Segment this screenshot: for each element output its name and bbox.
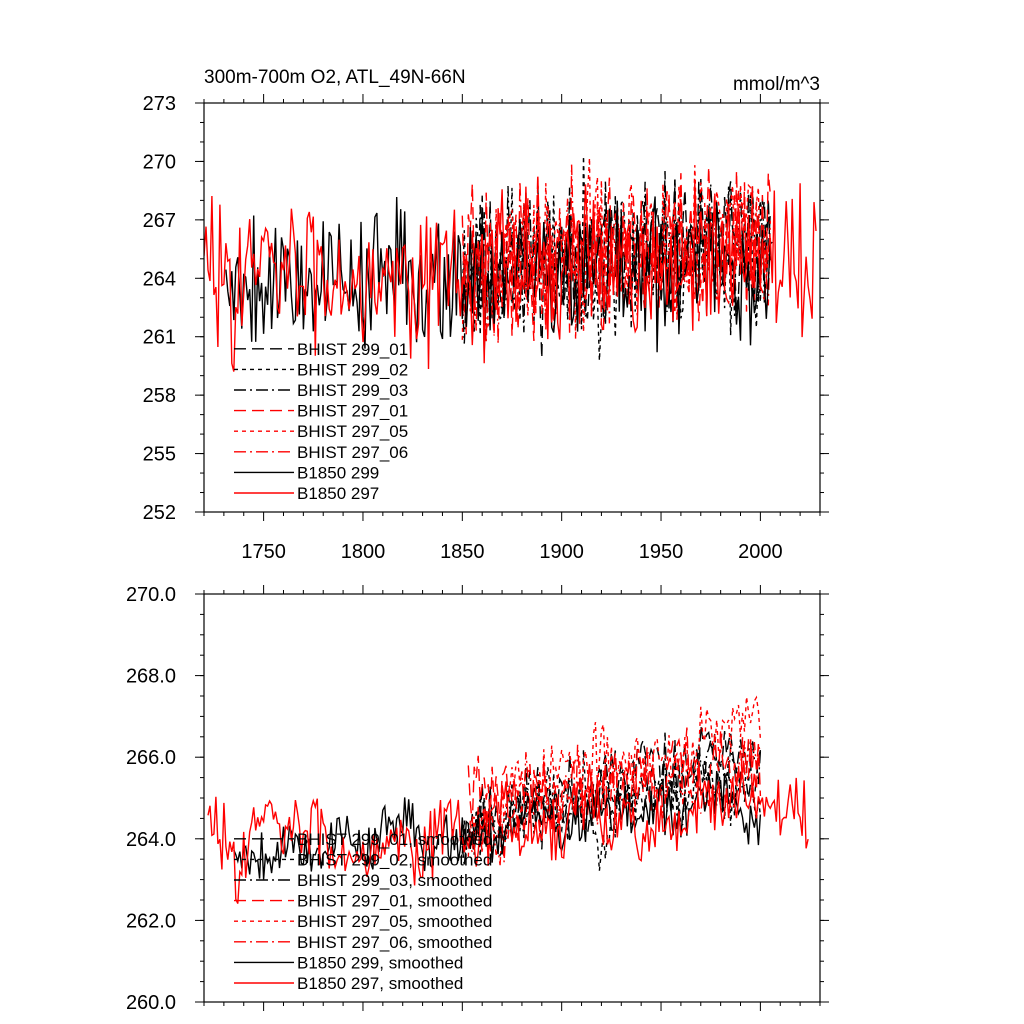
y-tick-label: 264.0 <box>126 829 176 851</box>
chart-title: 300m-700m O2, ATL_49N-66N <box>204 67 466 88</box>
y-tick-label: 268.0 <box>126 666 176 688</box>
x-tick-label: 1750 <box>241 541 286 563</box>
legend-label: BHIST 299_03 <box>297 381 408 400</box>
legend-label: B1850 299 <box>297 463 379 482</box>
panel-top: 300m-700m O2, ATL_49N-66N mmol/m^3 1750 180… <box>143 67 829 563</box>
legend-label: BHIST 299_01, smoothed <box>297 830 492 849</box>
y-tick-label: 255 <box>143 444 176 466</box>
legend-label: BHIST 299_01 <box>297 340 408 359</box>
y-tick-label: 267 <box>143 210 176 232</box>
x-tick-label: 2000 <box>738 541 783 563</box>
legend-label: BHIST 299_03, smoothed <box>297 871 492 890</box>
series-line-5 <box>467 695 762 857</box>
panel-bottom: 260.0 262.0 264.0 266.0 268.0 270.0 BHIST 299_… <box>126 584 829 1014</box>
legend-label: BHIST 297_01, smoothed <box>297 892 492 911</box>
legend-label: BHIST 299_02, smoothed <box>297 850 492 869</box>
y-tick-label: 273 <box>143 93 176 115</box>
units-label: mmol/m^3 <box>733 74 820 95</box>
y-tick-label: 266.0 <box>126 747 176 769</box>
legend-label: BHIST 299_02 <box>297 360 408 379</box>
legend-label: B1850 297 <box>297 484 379 503</box>
legend-label: B1850 297, smoothed <box>297 974 463 993</box>
legend-label: BHIST 297_05 <box>297 422 408 441</box>
y-tick-label: 260.0 <box>126 992 176 1014</box>
x-tick-label: 1850 <box>440 541 485 563</box>
series-line-8 <box>207 761 809 904</box>
legend-label: BHIST 297_01 <box>297 402 408 421</box>
y-tick-label: 252 <box>143 502 176 524</box>
legend-label: BHIST 297_05, smoothed <box>297 912 492 931</box>
y-tick-label: 264 <box>143 268 176 290</box>
legend-label: BHIST 297_06, smoothed <box>297 933 492 952</box>
y-tick-label: 258 <box>143 385 176 407</box>
series-line-8 <box>204 181 817 372</box>
y-tick-label: 261 <box>143 327 176 349</box>
y-tick-label: 262.0 <box>126 910 176 932</box>
legend-label: B1850 299, smoothed <box>297 953 463 972</box>
plot-frame <box>203 102 821 513</box>
x-tick-label: 1900 <box>539 541 584 563</box>
x-tick-label: 1950 <box>639 541 684 563</box>
series-line-4 <box>467 727 762 841</box>
x-tick-label: 1800 <box>341 541 386 563</box>
y-tick-label: 270 <box>143 151 176 173</box>
legend-label: BHIST 297_06 <box>297 443 408 462</box>
y-tick-label: 270.0 <box>126 584 176 606</box>
